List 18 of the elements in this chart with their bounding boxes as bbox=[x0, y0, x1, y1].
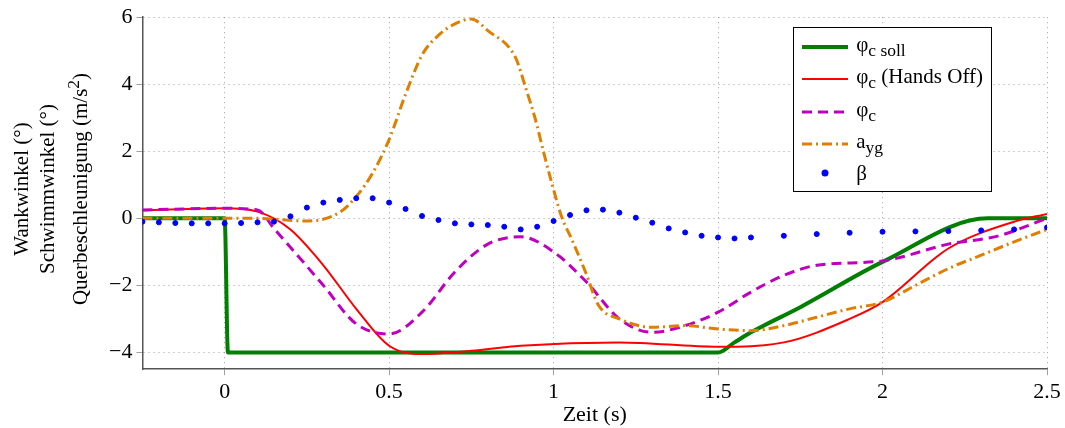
x-tick-label: 1.5 bbox=[704, 378, 732, 404]
legend-label: φ$_{c}$ (Hands Off) bbox=[856, 63, 983, 95]
legend-label: φ$_{c soll}$ bbox=[856, 31, 906, 63]
y-tick-label: −2 bbox=[108, 271, 133, 297]
legend-label: a$_{yg}$ bbox=[856, 127, 883, 159]
x-tick-label: 0.5 bbox=[375, 378, 403, 404]
y-tick-label: 0 bbox=[121, 204, 133, 230]
y-tick-label: −4 bbox=[108, 338, 133, 364]
legend-label: β bbox=[856, 159, 867, 186]
x-axis-title: Zeit (s) bbox=[562, 400, 627, 426]
x-tick-label: 1 bbox=[548, 378, 560, 404]
y-tick-label: 6 bbox=[121, 2, 133, 28]
x-tick-label: 0 bbox=[219, 378, 231, 404]
x-tick-label: 2 bbox=[877, 378, 889, 404]
legend-label: φ$_{c}$ bbox=[856, 95, 877, 127]
y-tick-label: 2 bbox=[121, 137, 133, 163]
y-tick-label: 4 bbox=[121, 70, 133, 96]
x-tick-label: 2.5 bbox=[1033, 378, 1061, 404]
